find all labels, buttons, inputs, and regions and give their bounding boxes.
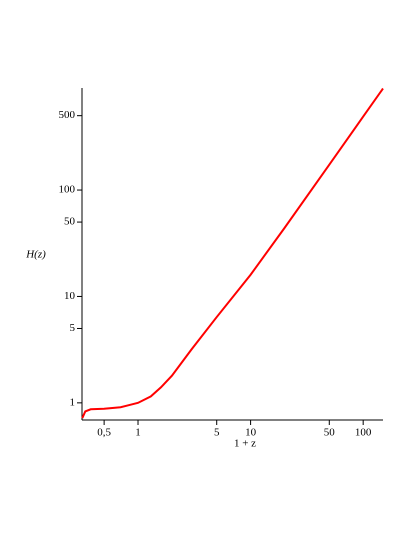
x-tick-label: 1 — [135, 427, 141, 439]
y-tick-label: 10 — [64, 290, 76, 302]
y-tick-label: 1 — [70, 396, 76, 408]
y-tick-label: 50 — [64, 216, 76, 228]
y-tick-label: 500 — [59, 109, 76, 121]
x-tick-label: 100 — [355, 427, 372, 439]
y-tick-label: 5 — [70, 322, 76, 334]
line-series — [81, 87, 384, 419]
x-tick-label: 10 — [245, 427, 257, 439]
x-tick-label: 50 — [324, 427, 336, 439]
x-tick-label: 0,5 — [97, 427, 111, 439]
x-tick-label: 5 — [214, 427, 220, 439]
x-axis-label: 1 + z — [234, 438, 256, 450]
y-axis-label: H(z) — [25, 249, 46, 261]
y-tick-label: 100 — [59, 184, 76, 196]
